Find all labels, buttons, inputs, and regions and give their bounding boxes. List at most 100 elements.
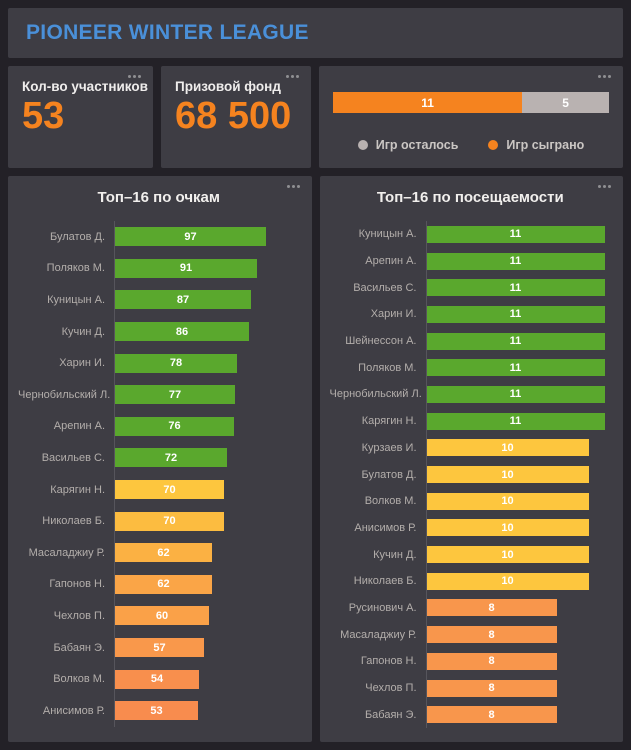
- bar-track: 72: [114, 442, 300, 474]
- games-remaining-value: 5: [562, 95, 569, 110]
- bar-value-label: 8: [488, 708, 495, 721]
- bar-track: 10: [425, 434, 612, 462]
- value-bar[interactable]: 10: [426, 572, 589, 590]
- bar-value-label: 11: [509, 361, 522, 374]
- player-name: Масаладжиу Р.: [28, 546, 105, 559]
- value-bar[interactable]: 10: [426, 492, 589, 510]
- value-bar[interactable]: 62: [115, 543, 212, 563]
- bar-row: Кучин Д. 10: [330, 541, 612, 568]
- value-bar[interactable]: 8: [426, 706, 557, 724]
- value-bar[interactable]: 78: [115, 353, 237, 373]
- bar-value-label: 97: [184, 230, 197, 243]
- value-bar[interactable]: 11: [426, 385, 605, 403]
- page-title: PIONEER WINTER LEAGUE: [26, 21, 309, 44]
- legend-item-played[interactable]: Игр сыграно: [488, 138, 584, 152]
- bar-track: 8: [425, 594, 612, 622]
- bar-track: 11: [425, 354, 612, 382]
- kpi-row: Кол-во участников 53 Призовой фонд 68 50…: [8, 66, 623, 168]
- bar-row: Гапонов Н. 62: [18, 568, 300, 601]
- bar-value-label: 54: [150, 673, 164, 686]
- ellipsis-menu-icon[interactable]: [598, 75, 611, 78]
- value-bar[interactable]: 70: [115, 511, 224, 531]
- value-bar[interactable]: 11: [426, 252, 605, 270]
- games-legend: Игр осталось Игр сыграно: [333, 138, 609, 152]
- bar-row: Чернобильский Л. 77: [18, 378, 300, 411]
- value-bar[interactable]: 10: [426, 466, 589, 484]
- bar-track: 11: [425, 301, 612, 328]
- games-played-value: 11: [421, 95, 434, 110]
- player-name: Анисимов Р.: [42, 704, 105, 717]
- chart-rows: Булатов Д. 97 Поляков М. 91 Куницын А. 87 Кучи…: [18, 221, 300, 727]
- value-bar[interactable]: 53: [115, 701, 198, 721]
- value-bar[interactable]: 8: [426, 599, 557, 617]
- bar-track: 10: [425, 541, 612, 568]
- bar-value-label: 53: [150, 704, 163, 717]
- value-bar[interactable]: 77: [115, 385, 235, 405]
- player-name: Волков М.: [364, 495, 417, 508]
- chart-card-points: Топ–16 по очкам Булатов Д. 97 Поляков М. 91…: [8, 176, 312, 742]
- value-bar[interactable]: 8: [426, 679, 557, 697]
- player-name: Васильев С.: [353, 281, 417, 294]
- value-bar[interactable]: 11: [426, 279, 605, 297]
- player-name: Николаев Б.: [353, 575, 417, 588]
- bar-track: 10: [425, 487, 612, 515]
- value-bar[interactable]: 76: [115, 416, 234, 436]
- value-bar[interactable]: 60: [115, 606, 209, 626]
- value-bar[interactable]: 11: [426, 332, 605, 350]
- legend-item-remaining[interactable]: Игр осталось: [357, 138, 458, 152]
- bar-value-label: 11: [509, 281, 522, 294]
- bar-value-label: 10: [501, 495, 514, 508]
- bar-value-label: 72: [164, 451, 178, 464]
- value-bar[interactable]: 57: [115, 638, 204, 658]
- player-name: Чернобильский Л.: [329, 388, 422, 401]
- games-played-segment[interactable]: 11: [333, 92, 523, 113]
- player-name: Арепин А.: [53, 420, 105, 433]
- bar-row: Карягин Н. 70: [18, 473, 300, 506]
- player-name: Русинович А.: [348, 601, 417, 614]
- value-bar[interactable]: 72: [115, 448, 227, 468]
- games-remaining-segment[interactable]: 5: [522, 92, 610, 113]
- value-bar[interactable]: 70: [115, 480, 224, 500]
- value-bar[interactable]: 91: [115, 258, 257, 278]
- value-bar[interactable]: 11: [426, 412, 605, 430]
- ellipsis-menu-icon[interactable]: [598, 185, 611, 188]
- value-bar[interactable]: 8: [426, 652, 557, 670]
- bar-value-label: 10: [501, 468, 514, 481]
- bar-row: Карягин Н. 11: [330, 407, 612, 435]
- value-bar[interactable]: 54: [115, 669, 199, 689]
- bar-track: 11: [425, 381, 612, 408]
- ellipsis-menu-icon[interactable]: [286, 75, 299, 78]
- kpi-card-prize-fund: Призовой фонд 68 500: [161, 66, 311, 168]
- value-bar[interactable]: 97: [115, 227, 266, 247]
- ellipsis-menu-icon[interactable]: [286, 185, 300, 188]
- bar-track: 77: [114, 378, 300, 411]
- value-bar[interactable]: 86: [115, 322, 249, 342]
- value-bar[interactable]: 10: [426, 439, 589, 457]
- value-bar[interactable]: 10: [426, 546, 589, 564]
- bar-track: 8: [425, 648, 612, 675]
- bar-track: 57: [114, 631, 300, 664]
- value-bar[interactable]: 62: [115, 574, 212, 594]
- value-bar[interactable]: 8: [426, 626, 557, 644]
- player-name: Бабаян Э.: [364, 708, 417, 721]
- bar-row: Васильев С. 11: [330, 274, 612, 302]
- value-bar[interactable]: 87: [115, 290, 251, 310]
- player-name: Николаев Б.: [42, 515, 105, 528]
- player-name: Кучин Д.: [61, 325, 105, 338]
- bar-row: Анисимов Р. 10: [330, 514, 612, 542]
- kpi-card-participants: Кол-во участников 53: [8, 66, 153, 168]
- bar-value-label: 57: [153, 641, 166, 654]
- ellipsis-menu-icon[interactable]: [128, 75, 141, 78]
- value-bar[interactable]: 10: [426, 519, 589, 537]
- bar-value-label: 10: [501, 441, 514, 454]
- value-bar[interactable]: 11: [426, 359, 605, 377]
- player-name: Шейнессон А.: [345, 335, 417, 348]
- value-bar[interactable]: 11: [426, 305, 605, 323]
- value-bar[interactable]: 11: [426, 225, 605, 243]
- bar-track: 11: [425, 274, 612, 302]
- bar-row: Чехлов П. 8: [330, 674, 612, 702]
- kpi-value: 53: [22, 95, 65, 137]
- charts-row: Топ–16 по очкам Булатов Д. 97 Поляков М. 91…: [8, 176, 623, 742]
- bar-row: Чехлов П. 60: [18, 600, 300, 632]
